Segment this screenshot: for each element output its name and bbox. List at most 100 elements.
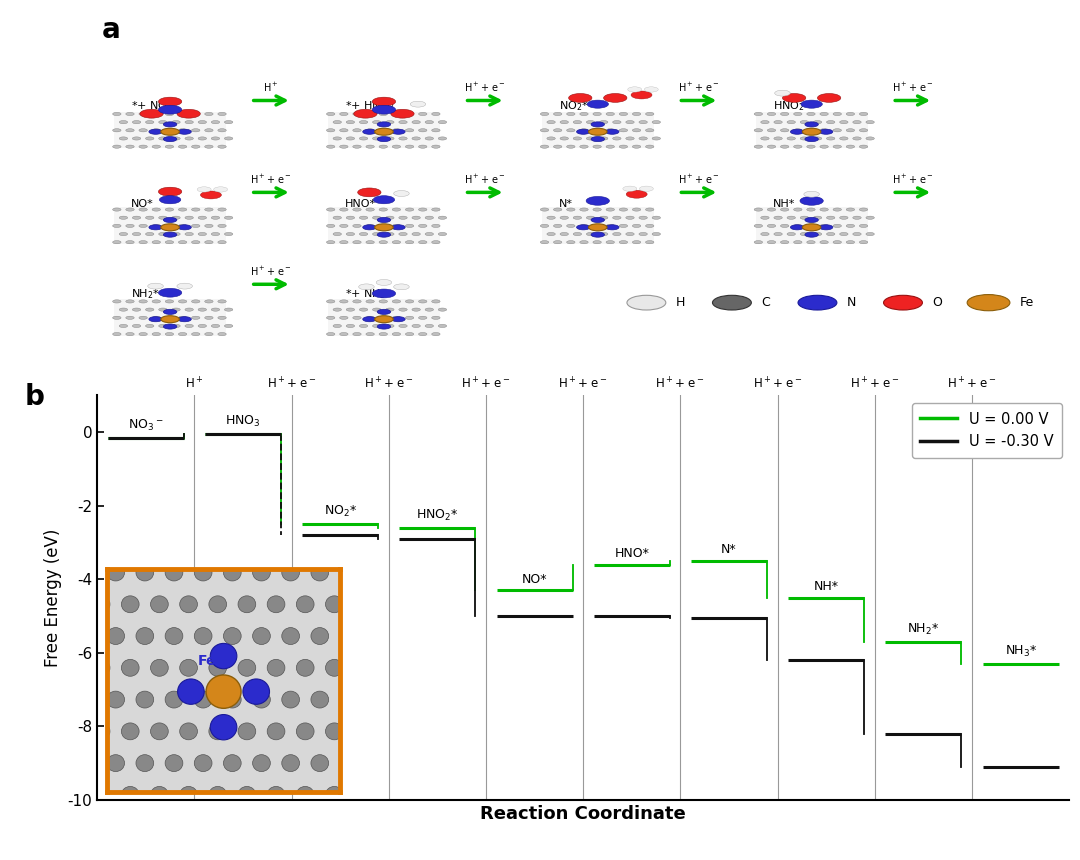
- Circle shape: [546, 216, 555, 219]
- Circle shape: [767, 224, 775, 227]
- Text: C: C: [761, 296, 770, 309]
- Circle shape: [820, 241, 828, 243]
- Circle shape: [438, 216, 447, 219]
- Circle shape: [112, 145, 121, 148]
- Circle shape: [818, 94, 841, 102]
- Circle shape: [833, 129, 841, 132]
- Circle shape: [165, 241, 174, 243]
- Circle shape: [205, 300, 213, 303]
- Circle shape: [627, 87, 642, 92]
- Circle shape: [405, 145, 414, 148]
- Circle shape: [631, 91, 652, 99]
- Circle shape: [860, 224, 867, 227]
- Circle shape: [774, 232, 782, 236]
- Circle shape: [178, 145, 187, 148]
- Circle shape: [639, 216, 647, 219]
- Circle shape: [326, 241, 335, 243]
- Circle shape: [391, 109, 414, 118]
- Circle shape: [112, 224, 121, 227]
- Text: N: N: [847, 296, 856, 309]
- Circle shape: [813, 120, 822, 124]
- FancyBboxPatch shape: [328, 207, 440, 244]
- Circle shape: [163, 137, 177, 142]
- Text: H$^+$+ e$^-$: H$^+$+ e$^-$: [364, 376, 414, 391]
- Circle shape: [839, 216, 848, 219]
- Circle shape: [619, 224, 627, 227]
- Circle shape: [205, 241, 213, 243]
- Circle shape: [225, 232, 233, 236]
- Circle shape: [432, 145, 440, 148]
- Circle shape: [561, 120, 568, 124]
- Circle shape: [386, 232, 394, 236]
- Circle shape: [178, 113, 187, 115]
- Circle shape: [392, 129, 405, 134]
- Circle shape: [392, 224, 405, 230]
- Circle shape: [798, 295, 837, 310]
- Circle shape: [379, 333, 388, 335]
- Text: H$^+$+ e$^-$: H$^+$+ e$^-$: [251, 173, 292, 186]
- Circle shape: [646, 145, 653, 148]
- Circle shape: [567, 208, 575, 212]
- FancyBboxPatch shape: [756, 207, 867, 244]
- Circle shape: [432, 208, 440, 212]
- Circle shape: [432, 316, 440, 319]
- Circle shape: [212, 137, 219, 140]
- Circle shape: [373, 120, 381, 124]
- Circle shape: [774, 120, 782, 124]
- Text: H$^+$+ e$^-$: H$^+$+ e$^-$: [947, 376, 997, 391]
- FancyBboxPatch shape: [114, 207, 226, 244]
- Text: H$^+$+ e$^-$: H$^+$+ e$^-$: [464, 81, 505, 94]
- Circle shape: [604, 94, 627, 102]
- Circle shape: [326, 129, 335, 132]
- Circle shape: [146, 308, 154, 311]
- Circle shape: [159, 288, 181, 298]
- Circle shape: [399, 137, 407, 140]
- Circle shape: [807, 113, 815, 115]
- Circle shape: [165, 145, 174, 148]
- Circle shape: [125, 129, 134, 132]
- Circle shape: [540, 145, 549, 148]
- Circle shape: [781, 129, 788, 132]
- Circle shape: [540, 129, 549, 132]
- Circle shape: [326, 224, 335, 227]
- Circle shape: [373, 216, 381, 219]
- Circle shape: [133, 324, 140, 328]
- Text: H$^+$+ e$^-$: H$^+$+ e$^-$: [267, 376, 316, 391]
- Circle shape: [625, 120, 634, 124]
- Circle shape: [146, 324, 154, 328]
- Circle shape: [553, 113, 562, 115]
- Text: NO*: NO*: [522, 573, 548, 586]
- Circle shape: [619, 241, 627, 243]
- Circle shape: [353, 113, 361, 115]
- Circle shape: [754, 145, 762, 148]
- Circle shape: [847, 241, 854, 243]
- Circle shape: [326, 145, 335, 148]
- Circle shape: [360, 216, 368, 219]
- Circle shape: [805, 218, 819, 223]
- Circle shape: [591, 218, 605, 223]
- Circle shape: [119, 308, 127, 311]
- Circle shape: [392, 316, 405, 322]
- Circle shape: [623, 186, 637, 192]
- Circle shape: [218, 224, 226, 227]
- Circle shape: [606, 113, 615, 115]
- Circle shape: [112, 316, 121, 319]
- Circle shape: [586, 232, 595, 236]
- Circle shape: [774, 216, 782, 219]
- Circle shape: [178, 300, 187, 303]
- Circle shape: [405, 300, 414, 303]
- Circle shape: [326, 316, 335, 319]
- Circle shape: [606, 224, 619, 230]
- Circle shape: [218, 113, 226, 115]
- Circle shape: [781, 224, 788, 227]
- Circle shape: [813, 232, 822, 236]
- Circle shape: [860, 113, 867, 115]
- Circle shape: [593, 129, 602, 132]
- Circle shape: [438, 308, 447, 311]
- Circle shape: [218, 241, 226, 243]
- Circle shape: [754, 224, 762, 227]
- Circle shape: [178, 316, 191, 322]
- Circle shape: [820, 113, 828, 115]
- Circle shape: [625, 232, 634, 236]
- Circle shape: [161, 316, 179, 322]
